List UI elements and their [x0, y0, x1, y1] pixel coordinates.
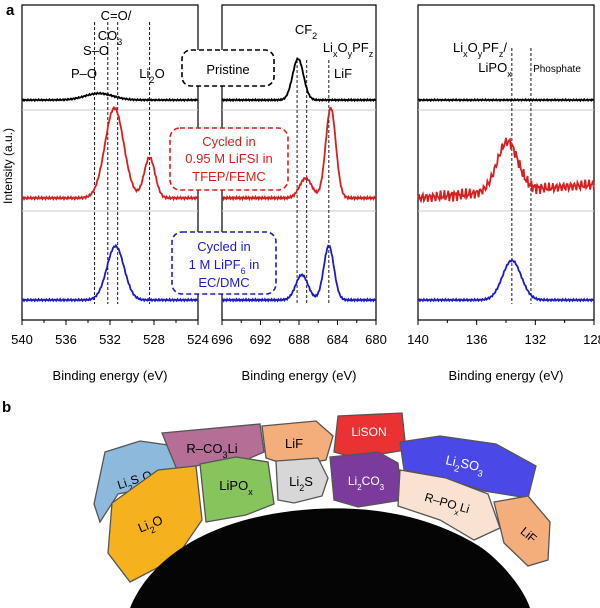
lipf6-box-line3: EC/DMC [198, 275, 249, 290]
f-1s-curve-1 [221, 106, 377, 202]
spectra-curves [21, 57, 595, 303]
tick-label: 684 [327, 332, 349, 347]
label-s-o: S–O [83, 43, 109, 58]
lithium-electrode [130, 508, 530, 608]
block-li2s [275, 457, 329, 504]
y-axis-label: Intensity (a.u.) [1, 128, 15, 204]
tick-label: 132 [524, 332, 546, 347]
p-2p-curve-0 [417, 97, 595, 103]
block-lif-right [493, 495, 551, 567]
label-lipox-p: LiPOx [478, 60, 512, 79]
pristine-box: Pristine [181, 49, 275, 87]
tick-label: 140 [407, 332, 429, 347]
o1s-xlabel: Binding energy (eV) [53, 368, 168, 383]
label-co3: CO3 [98, 28, 123, 47]
tick-label: 136 [466, 332, 488, 347]
label-lif: LiF [334, 66, 352, 81]
tick-label: 528 [143, 332, 165, 347]
f1s-xlabel: Binding energy (eV) [242, 368, 357, 383]
block-lipox [199, 456, 275, 523]
lifsi-box-line3: TFEP/FEMC [192, 169, 266, 184]
label-co: C=O/ [101, 8, 132, 23]
block-r-poxli [397, 469, 501, 541]
label-lioypf: LixOyPFz [323, 40, 374, 59]
tick-label: 688 [288, 332, 310, 347]
tick-label: 532 [99, 332, 121, 347]
tick-label: 128 [583, 332, 600, 347]
label-phosphate: Phosphate [533, 64, 581, 75]
label-lif-top: LiF [285, 436, 303, 451]
label-cf2: CF2 [295, 22, 317, 41]
tick-label: 536 [55, 332, 77, 347]
lipf6-box-line1: Cycled in [197, 239, 250, 254]
tick-label: 680 [365, 332, 387, 347]
label-lioypf-p: LixOyPFz/ [453, 40, 507, 59]
p-2p-curve-1 [417, 137, 595, 204]
label-lison: LiSON [351, 425, 386, 439]
lifsi-box-line1: Cycled in [202, 134, 255, 149]
pristine-box-label: Pristine [206, 62, 249, 77]
label-li2o: Li2 O [139, 66, 165, 85]
f-1s-curve-0 [221, 57, 377, 103]
label-p-o: P–O [71, 66, 97, 81]
f-1s-curve-2 [221, 244, 377, 303]
label-li2s: Li2S [289, 474, 313, 493]
axis-ticks: 540 536 532 528 524 696 692 688 684 680 140 136 132 1… [11, 320, 600, 347]
panel-label-a: a [6, 2, 15, 19]
block-lif-top [261, 420, 334, 467]
sei-schematic: Li2S2O3 R–CO3Li LiF LiSON Li2SO3 Li2O Li… [93, 412, 551, 608]
tick-label: 696 [211, 332, 233, 347]
p2p-xlabel: Binding energy (eV) [449, 368, 564, 383]
o-1s-curve-1 [21, 105, 199, 202]
reference-lines [94, 22, 532, 304]
tick-label: 524 [187, 332, 209, 347]
o-1s-curve-0 [21, 91, 199, 103]
lifsi-box-line2: 0.95 M LiFSI in [185, 151, 272, 166]
tick-label: 540 [11, 332, 33, 347]
tick-label: 692 [250, 332, 272, 347]
label-lipox-b: LiPOx [219, 478, 253, 497]
o-1s-curve-2 [21, 243, 199, 303]
p-2p-curve-2 [417, 258, 595, 303]
lifsi-box: Cycled in 0.95 M LiFSI in TFEP/FEMC [169, 127, 289, 191]
panel-label-b: b [2, 399, 11, 416]
label-li2co3: Li2CO3 [348, 474, 385, 492]
lipf6-box: Cycled in 1 M LiPF6 in EC/DMC [171, 231, 277, 295]
